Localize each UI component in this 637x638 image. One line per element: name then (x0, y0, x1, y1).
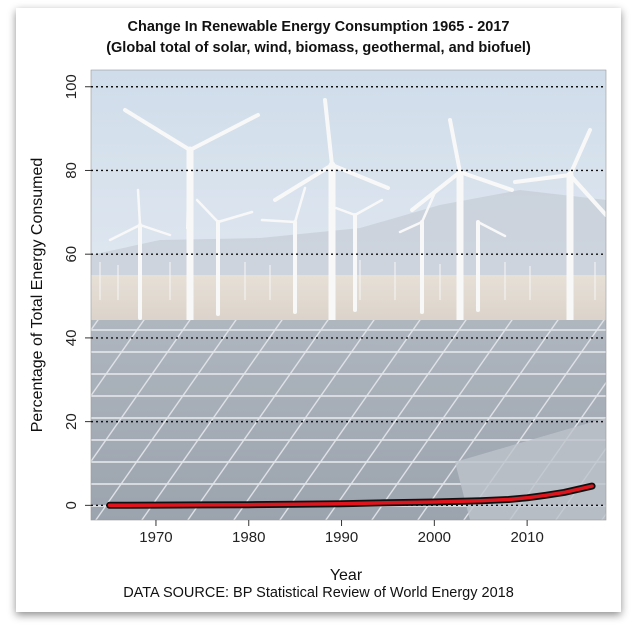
x-tick-label: 1980 (232, 529, 265, 546)
x-tick-label: 1970 (139, 529, 172, 546)
x-tick-label: 2000 (418, 529, 451, 546)
y-tick-label: 100 (63, 74, 80, 99)
x-tick-label: 1990 (325, 529, 358, 546)
plot-area (90, 69, 607, 521)
data-source: DATA SOURCE: BP Statistical Review of Wo… (123, 585, 514, 601)
y-tick-label: 60 (63, 246, 80, 263)
y-tick-label: 80 (63, 162, 80, 179)
y-tick-label: 40 (63, 330, 80, 347)
series-line (107, 484, 594, 508)
y-axis-title: Percentage of Total Energy Consumed (29, 158, 46, 433)
chart-title: Change In Renewable Energy Consumption 1… (127, 19, 510, 35)
y-tick-label: 20 (63, 413, 80, 430)
background-photo (91, 70, 606, 520)
y-axis: 0 20 40 60 80 100 (63, 74, 91, 510)
x-tick-label: 2010 (510, 529, 543, 546)
x-axis-title: Year (330, 567, 363, 584)
chart-title-block: Change In Renewable Energy Consumption 1… (16, 17, 621, 59)
x-axis: 1970 1980 1990 2000 2010 (139, 520, 544, 546)
y-tick-label: 0 (63, 501, 80, 509)
chart-subtitle: (Global total of solar, wind, biomass, g… (106, 40, 531, 56)
series-layer (106, 482, 596, 509)
